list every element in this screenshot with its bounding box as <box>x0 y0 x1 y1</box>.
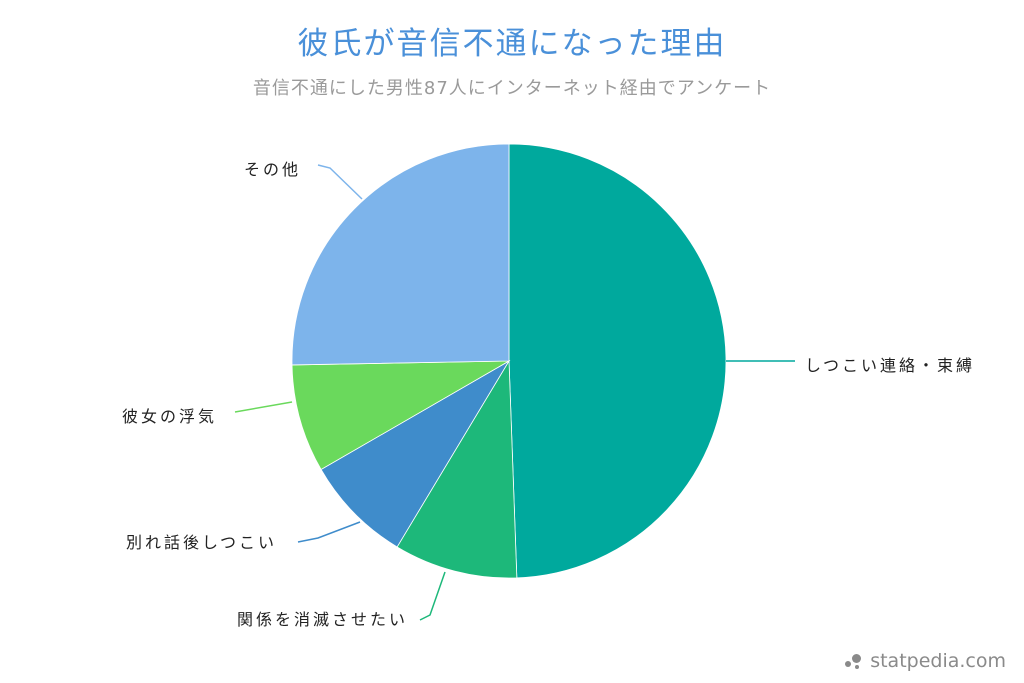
label-kanojo-uwaki: 彼女の浮気 <box>122 407 217 426</box>
chart-subtitle: 音信不通にした男性87人にインターネット経由でアンケート <box>252 78 772 99</box>
label-renraku-sokubaku: しつこい連絡・束縛 <box>805 356 975 375</box>
statpedia-brand: statpedia.com <box>844 650 1006 672</box>
label-kankei-shometsu: 関係を消滅させたい <box>237 610 408 629</box>
leader-line <box>234 401 293 413</box>
leader-line <box>317 164 363 200</box>
pie-slices <box>291 143 727 579</box>
pie-slice <box>396 359 518 579</box>
brand-text: statpedia.com <box>870 650 1006 672</box>
chart-title: 彼氏が音信不通になった理由 <box>297 26 727 62</box>
leader-line <box>419 571 446 621</box>
label-sonota: その他 <box>244 160 301 179</box>
leader-lines <box>234 164 795 621</box>
pie-slice <box>291 143 510 366</box>
label-wakarebanashi: 別れ話後しつこい <box>126 533 277 552</box>
leader-line <box>297 521 361 543</box>
pie-slice <box>508 143 727 579</box>
pie-slice <box>320 359 511 548</box>
pie-slice <box>291 360 511 471</box>
dots-logo-icon <box>844 652 866 670</box>
